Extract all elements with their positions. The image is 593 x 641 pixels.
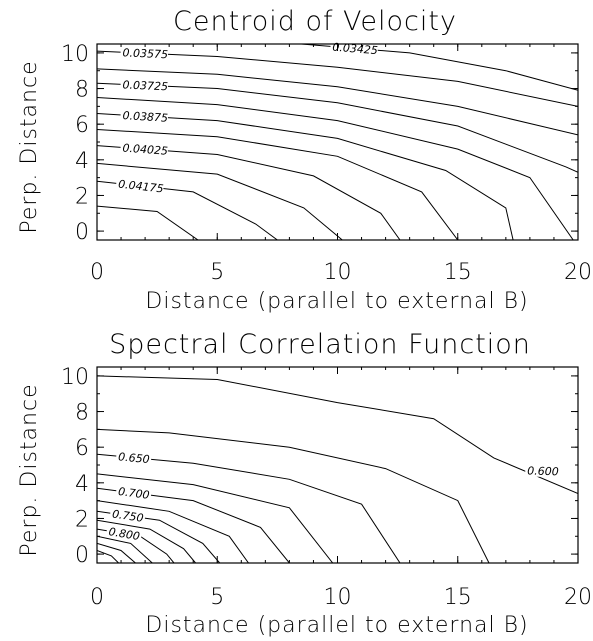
chart-title: Spectral Correlation Function — [109, 329, 531, 360]
contour-label-group: 0.800 — [105, 524, 143, 543]
contour-label-group: 0.03875 — [120, 108, 169, 125]
contour-line — [97, 487, 290, 563]
plot-frame — [96, 366, 579, 564]
contour-label-bg — [120, 46, 169, 61]
contour-label-group: 0.03725 — [120, 78, 168, 93]
contour-line — [97, 68, 578, 136]
x-tick-label: 20 — [564, 585, 592, 610]
contour-label-bg — [105, 524, 143, 543]
contour-label-group: 0.750 — [109, 507, 146, 525]
y-tick-label: 8 — [75, 401, 89, 426]
contour-line — [97, 473, 334, 563]
y-tick-label: 2 — [75, 507, 89, 532]
contour-line — [97, 535, 153, 563]
contour-label-bg — [120, 141, 169, 157]
y-tick-label: 4 — [75, 472, 89, 497]
y-tick-label: 10 — [61, 42, 89, 67]
contour-label-group: 0.700 — [115, 484, 152, 502]
contour-label-bg — [115, 177, 165, 195]
y-axis-label: Perp. Distance — [17, 383, 42, 556]
contour-lines — [97, 375, 578, 563]
contour-label: 0.04175 — [118, 178, 165, 196]
contour-label: 0.650 — [118, 450, 151, 466]
x-axis-label: Distance (parallel to external B) — [145, 289, 528, 314]
contour-line — [97, 97, 574, 240]
contour-line — [97, 519, 196, 563]
x-tick-label: 5 — [210, 260, 224, 285]
contour-label: 0.600 — [527, 464, 559, 478]
contour-label: 0.03425 — [332, 41, 378, 58]
x-tick-label: 0 — [90, 260, 104, 285]
y-tick-label: 0 — [75, 543, 89, 568]
x-tick-label: 10 — [324, 260, 352, 285]
contour-label-group: 0.03575 — [120, 46, 168, 61]
contour-label: 0.03725 — [122, 78, 168, 93]
y-tick-label: 6 — [75, 113, 89, 138]
contour-line — [97, 113, 514, 240]
contour-line — [97, 162, 343, 240]
chart-title: Centroid of Velocity — [173, 6, 457, 37]
contour-line — [97, 375, 578, 494]
contour-line — [97, 145, 401, 240]
contour-line — [97, 542, 136, 563]
contour-label-bg — [525, 464, 561, 478]
contour-line — [97, 129, 459, 240]
x-tick-label: 0 — [90, 585, 104, 610]
contour-line — [97, 550, 119, 563]
contour-label: 0.03875 — [122, 109, 168, 125]
contour-line — [97, 205, 199, 240]
contour-lines — [97, 44, 578, 240]
centroid-velocity-panel: Centroid of Velocity Perp. Distance Dist… — [17, 6, 592, 314]
x-axis-label: Distance (parallel to external B) — [145, 613, 528, 638]
contour-label-bg — [115, 450, 152, 466]
contour-label-group: 0.650 — [115, 450, 152, 466]
contour-label: 0.750 — [111, 508, 144, 525]
contour-label-bg — [120, 108, 169, 124]
contour-line — [97, 82, 578, 173]
x-tick-label: 15 — [444, 585, 472, 610]
contour-label-group: 0.04025 — [120, 141, 169, 158]
y-tick-label: 2 — [75, 184, 89, 209]
y-tick-label: 4 — [75, 149, 89, 174]
x-tick-label: 15 — [444, 260, 472, 285]
spectral-correlation-panel: Spectral Correlation Function Perp. Dist… — [17, 329, 592, 638]
y-tick-label: 8 — [75, 78, 89, 103]
plot-area: 0.03575 0.03425 0.03725 0.03875 0.04025 0.041… — [61, 40, 592, 285]
x-tick-label: 10 — [324, 585, 352, 610]
y-axis-label: Perp. Distance — [17, 60, 42, 233]
y-tick-label: 6 — [75, 436, 89, 461]
y-tick-label: 10 — [61, 365, 89, 390]
contour-label: 0.04025 — [122, 142, 168, 158]
plot-frame — [96, 43, 579, 241]
x-tick-label: 20 — [564, 260, 592, 285]
contour-line — [97, 500, 249, 563]
contour-label-group: 0.04175 — [115, 177, 165, 196]
contour-label-group: 0.600 — [525, 464, 561, 478]
contour-label: 0.700 — [117, 485, 150, 502]
x-tick-label: 5 — [210, 585, 224, 610]
contour-label: 0.03575 — [122, 46, 168, 61]
contour-line — [97, 50, 578, 107]
contour-line — [97, 453, 401, 563]
contour-label: 0.800 — [108, 525, 141, 543]
contour-label-bg — [109, 507, 146, 525]
contour-label-bg — [115, 484, 152, 502]
y-tick-label: 0 — [75, 220, 89, 245]
contour-label-bg — [120, 78, 169, 93]
contour-line — [97, 428, 490, 563]
